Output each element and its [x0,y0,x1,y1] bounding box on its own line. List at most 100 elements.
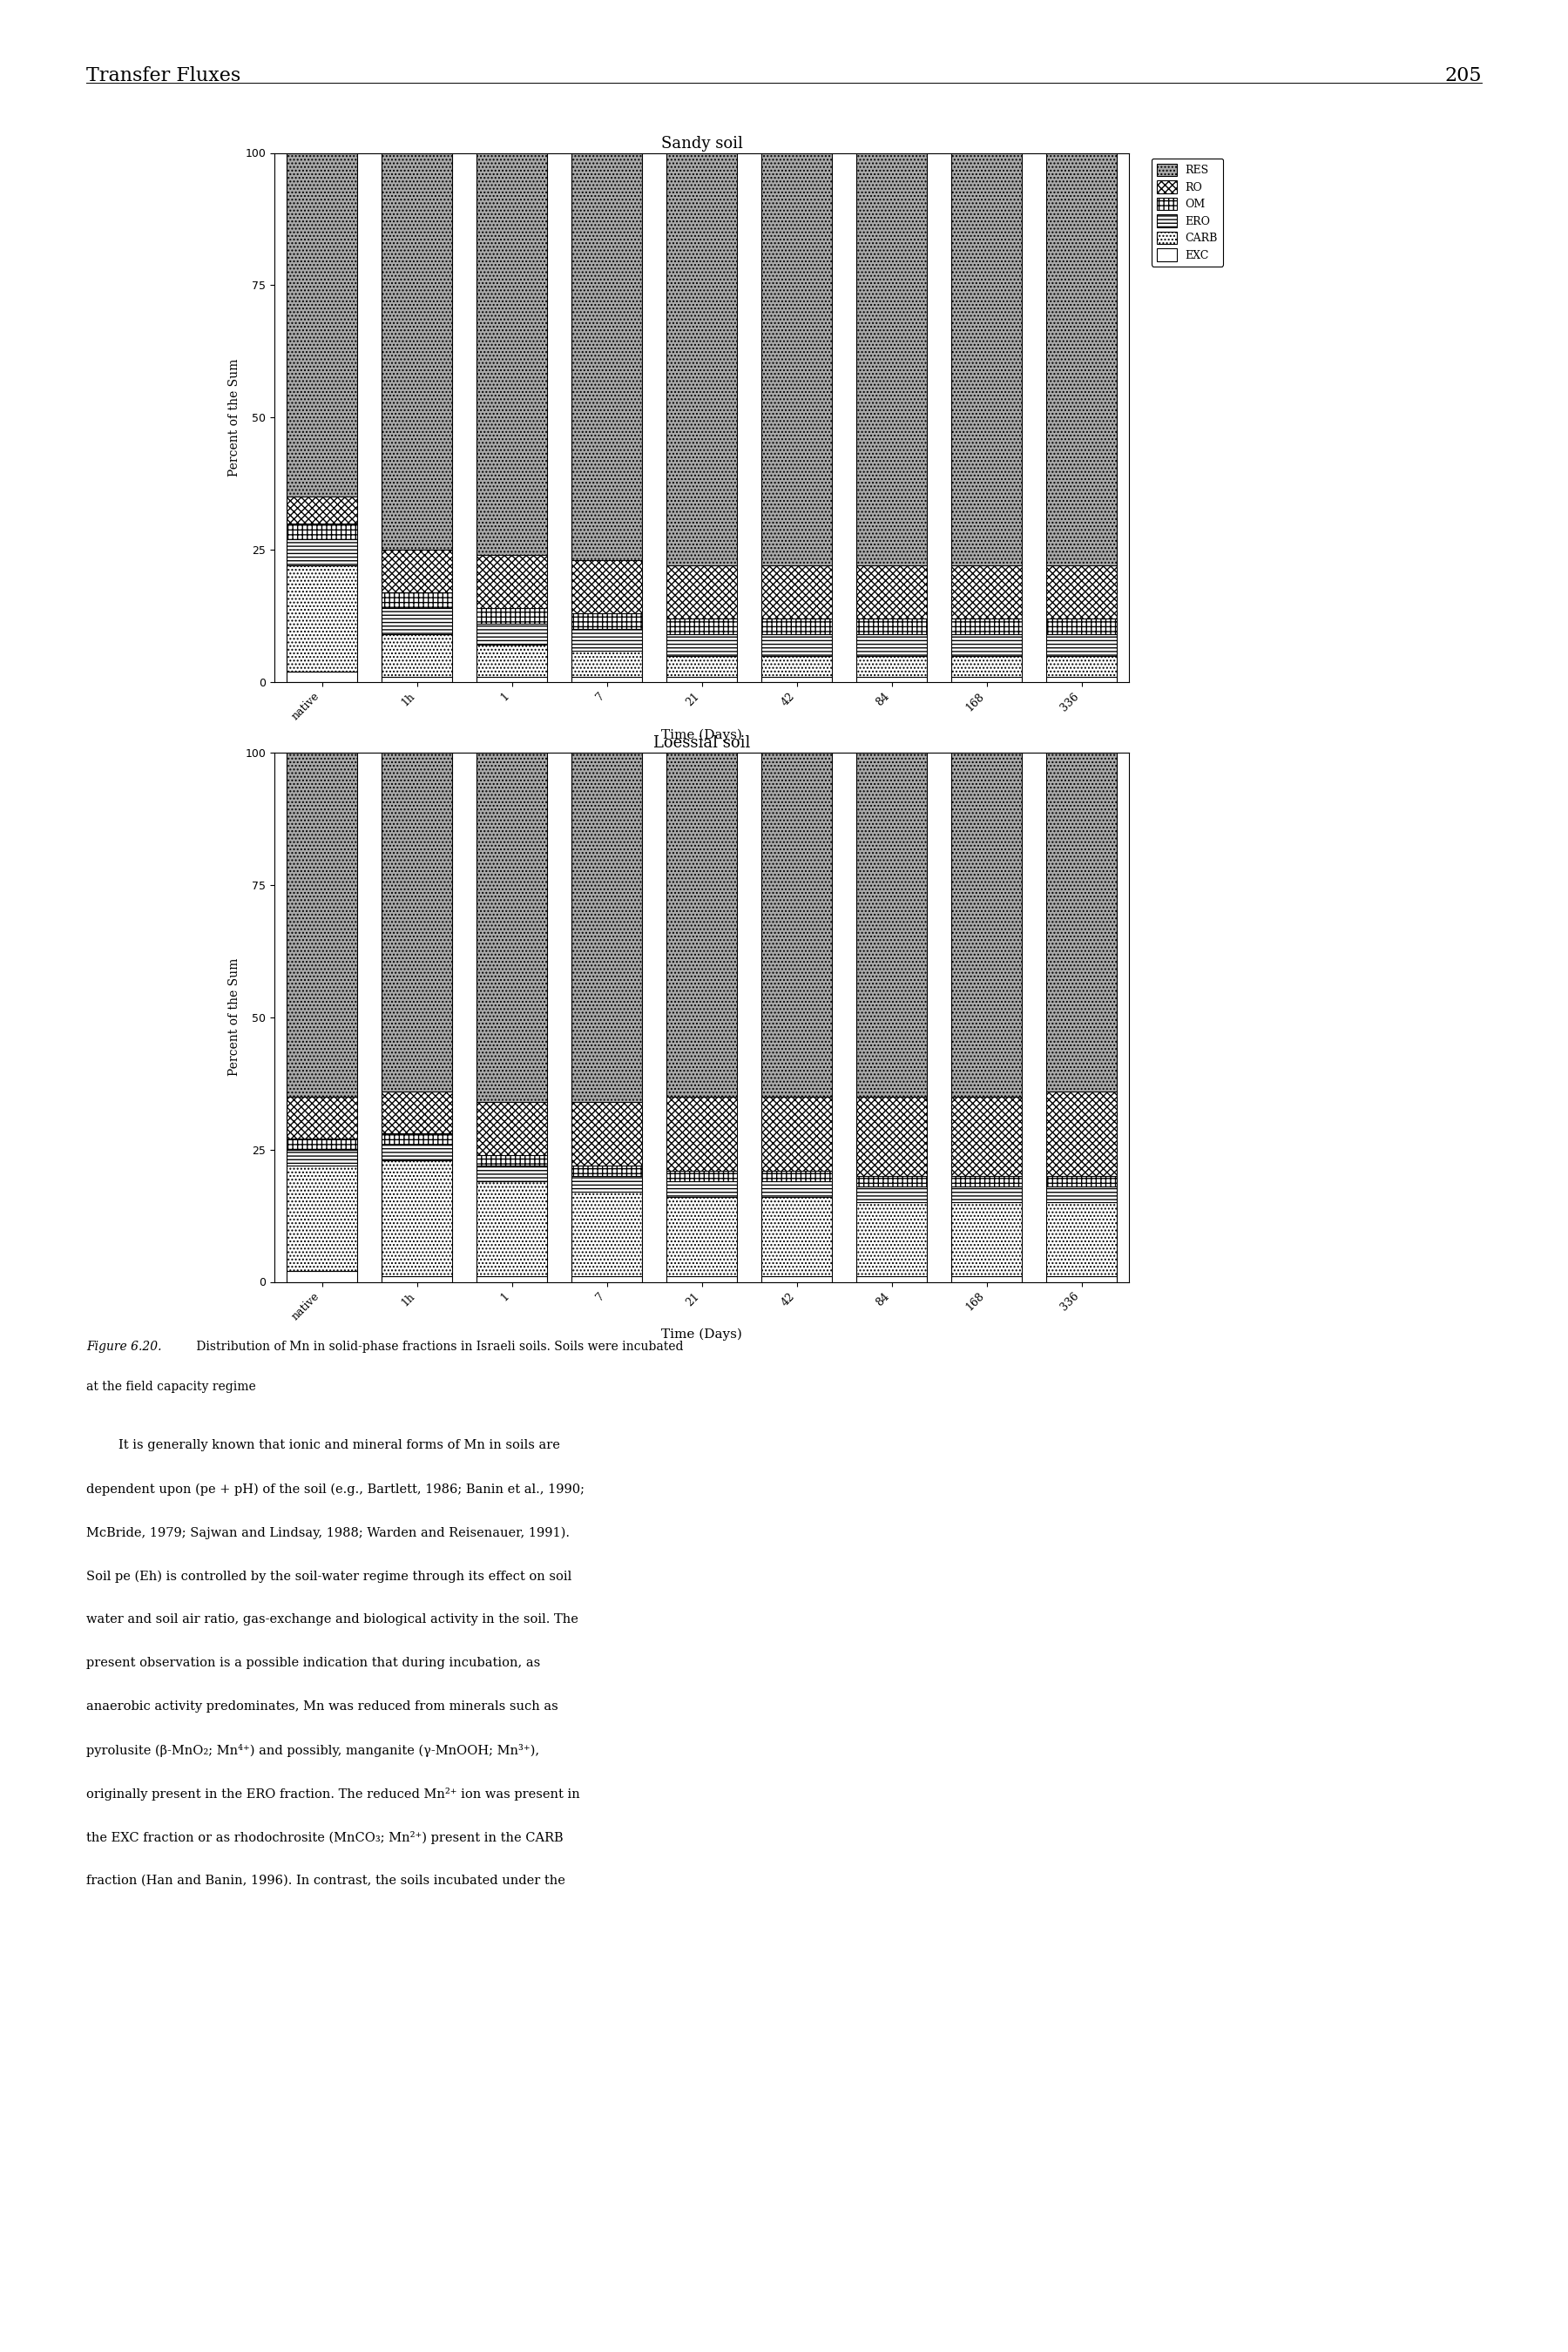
Text: water and soil air ratio, gas-exchange and biological activity in the soil. The: water and soil air ratio, gas-exchange a… [86,1613,579,1625]
Bar [287,1164,358,1270]
Text: originally present in the ERO fraction. The reduced Mn²⁺ ion was present in: originally present in the ERO fraction. … [86,1788,580,1802]
Y-axis label: Percent of the Sum: Percent of the Sum [227,957,240,1077]
Bar [571,630,643,649]
Bar [950,1188,1022,1202]
Bar [666,1171,737,1181]
Bar [477,753,547,1101]
Bar [381,1145,453,1160]
Bar [287,1138,358,1150]
Bar [381,1134,453,1145]
Bar [666,1277,737,1282]
Bar [666,153,737,567]
Bar [950,635,1022,656]
Text: the EXC fraction or as rhodochrosite (MnCO₃; Mn²⁺) present in the CARB: the EXC fraction or as rhodochrosite (Mn… [86,1830,563,1844]
Bar [287,673,358,682]
Bar [1046,567,1116,619]
Title: Loessial soil: Loessial soil [654,736,750,750]
Bar [1046,753,1116,1091]
Bar [381,550,453,593]
Bar [287,753,358,1096]
Bar [950,1176,1022,1185]
Bar [760,567,833,619]
Bar [760,635,833,656]
Bar [381,753,453,1091]
Bar [950,1096,1022,1176]
Bar [381,635,453,677]
Bar [1046,1176,1116,1185]
Bar [666,1096,737,1171]
Bar [571,677,643,682]
Bar [856,656,927,677]
Bar [856,1176,927,1185]
Bar [760,1096,833,1171]
Bar [571,153,643,560]
Bar [1046,635,1116,656]
Bar [950,1277,1022,1282]
Bar [856,1277,927,1282]
Bar [856,635,927,656]
Bar [1046,1277,1116,1282]
Bar [856,677,927,682]
Bar [856,753,927,1096]
Bar [571,649,643,677]
Bar [287,524,358,539]
Title: Sandy soil: Sandy soil [660,136,743,151]
Bar [1046,1091,1116,1176]
Bar [571,1192,643,1277]
Bar [666,677,737,682]
Bar [477,1181,547,1277]
Bar [856,1188,927,1202]
Bar [381,593,453,609]
Bar [381,153,453,550]
Bar [571,1176,643,1192]
Bar [477,153,547,555]
Text: dependent upon (pe + pH) of the soil (e.g., Bartlett, 1986; Banin et al., 1990;: dependent upon (pe + pH) of the soil (e.… [86,1484,585,1496]
Bar [571,753,643,1101]
Bar [571,1101,643,1164]
Text: pyrolusite (β-MnO₂; Mn⁴⁺) and possibly, manganite (γ-MnOOH; Mn³⁺),: pyrolusite (β-MnO₂; Mn⁴⁺) and possibly, … [86,1745,539,1757]
Text: fraction (Han and Banin, 1996). In contrast, the soils incubated under the: fraction (Han and Banin, 1996). In contr… [86,1875,564,1886]
Bar [381,609,453,635]
Bar [381,1160,453,1277]
Bar [287,496,358,524]
Y-axis label: Percent of the Sum: Percent of the Sum [227,358,240,477]
Bar [760,1197,833,1277]
Bar [760,1277,833,1282]
Bar [666,567,737,619]
Bar [760,1181,833,1197]
Bar [950,153,1022,567]
Bar [950,1202,1022,1277]
Legend: RES, RO, OM, ERO, CARB, EXC: RES, RO, OM, ERO, CARB, EXC [1151,158,1223,266]
Bar [477,609,547,623]
Text: Figure 6.20.: Figure 6.20. [86,1341,162,1352]
Bar [477,623,547,644]
Text: Transfer Fluxes: Transfer Fluxes [86,66,240,85]
Bar [760,153,833,567]
Bar [666,753,737,1096]
Text: 205: 205 [1444,66,1482,85]
Bar [760,753,833,1096]
Bar [571,1277,643,1282]
Bar [287,1270,358,1282]
Bar [381,677,453,682]
Text: McBride, 1979; Sajwan and Lindsay, 1988; Warden and Reisenauer, 1991).: McBride, 1979; Sajwan and Lindsay, 1988;… [86,1526,569,1538]
Bar [1046,1202,1116,1277]
Bar [287,153,358,496]
Text: Soil pe (Eh) is controlled by the soil-water regime through its effect on soil: Soil pe (Eh) is controlled by the soil-w… [86,1571,572,1583]
Text: It is generally known that ionic and mineral forms of Mn in soils are: It is generally known that ionic and min… [86,1439,560,1451]
Bar [760,1171,833,1181]
Bar [381,1277,453,1282]
Bar [477,644,547,677]
Text: anaerobic activity predominates, Mn was reduced from minerals such as: anaerobic activity predominates, Mn was … [86,1700,558,1712]
Bar [287,1150,358,1164]
Bar [477,677,547,682]
Bar [477,1167,547,1181]
Text: Distribution of Mn in solid-phase fractions in Israeli soils. Soils were incubat: Distribution of Mn in solid-phase fracti… [193,1341,684,1352]
Bar [760,677,833,682]
Bar [666,1197,737,1277]
Text: at the field capacity regime: at the field capacity regime [86,1381,256,1392]
X-axis label: Time (Days): Time (Days) [662,729,742,741]
Bar [477,1277,547,1282]
Bar [1046,153,1116,567]
Bar [1046,1188,1116,1202]
